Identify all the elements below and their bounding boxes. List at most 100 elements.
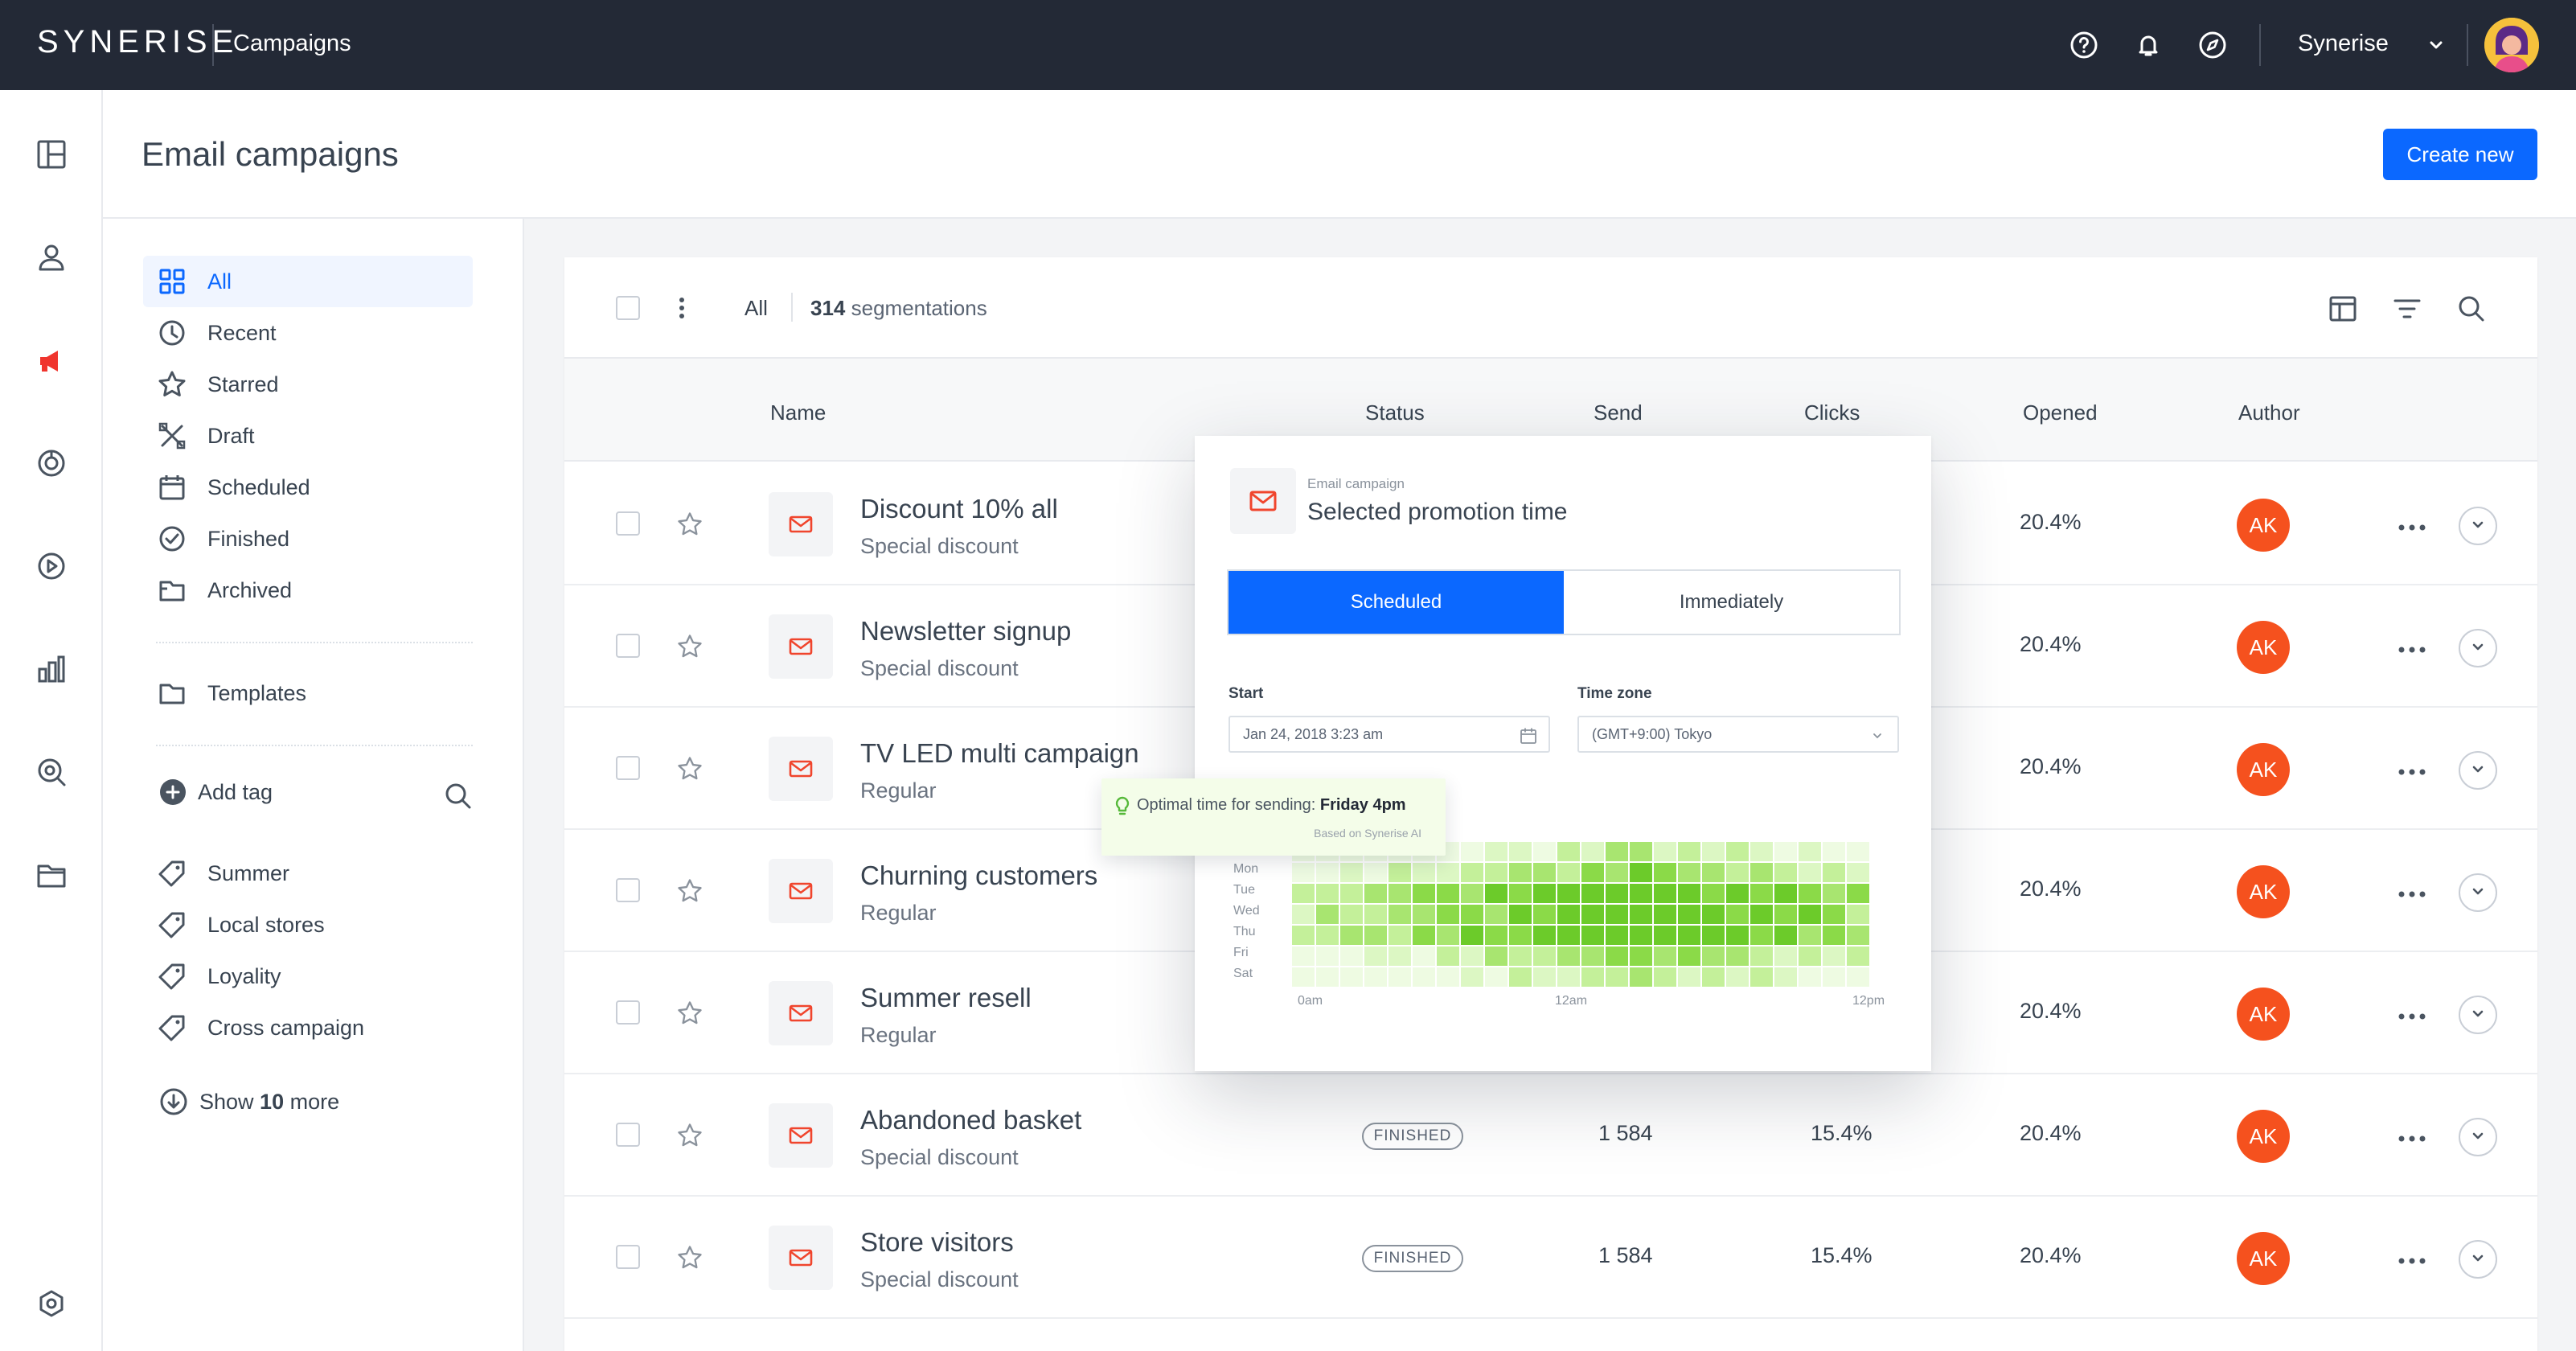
search-analytics-icon[interactable]	[34, 754, 69, 790]
expand-row-button[interactable]	[2459, 873, 2497, 912]
col-author[interactable]: Author	[2238, 400, 2300, 425]
filter-icon[interactable]	[2391, 293, 2423, 325]
tag-local-stores[interactable]: Local stores	[143, 899, 473, 951]
show-more-count: 10	[260, 1089, 285, 1114]
start-date-input[interactable]: Jan 24, 2018 3:23 am	[1229, 716, 1550, 753]
folder-icon[interactable]	[34, 857, 69, 893]
more-horizontal-icon[interactable]	[2398, 1132, 2426, 1142]
folder-scheduled[interactable]: Scheduled	[143, 462, 473, 513]
columns-icon[interactable]	[2327, 293, 2359, 325]
author-avatar[interactable]: AK	[2237, 988, 2290, 1041]
automation-icon[interactable]	[34, 548, 69, 584]
star-icon[interactable]	[675, 1121, 704, 1150]
search-icon[interactable]	[442, 780, 474, 812]
campaign-name[interactable]: Summer resell	[860, 983, 1032, 1012]
create-new-button[interactable]: Create new	[2383, 129, 2537, 180]
folder-starred[interactable]: Starred	[143, 359, 473, 410]
col-opened[interactable]: Opened	[2023, 400, 2098, 425]
star-icon[interactable]	[675, 632, 704, 661]
expand-row-button[interactable]	[2459, 1118, 2497, 1156]
heatmap-cell	[1485, 842, 1507, 861]
more-horizontal-icon[interactable]	[2398, 1254, 2426, 1264]
help-icon[interactable]	[2068, 29, 2100, 61]
more-vertical-icon[interactable]	[677, 296, 687, 320]
clock-icon	[159, 320, 185, 346]
analytics-icon[interactable]	[34, 651, 69, 687]
select-all-checkbox[interactable]	[616, 296, 640, 320]
heatmap-cell	[1316, 905, 1339, 924]
row-checkbox[interactable]	[616, 1245, 640, 1269]
more-horizontal-icon[interactable]	[2398, 643, 2426, 653]
more-horizontal-icon[interactable]	[2398, 1010, 2426, 1020]
folder-draft[interactable]: Draft	[143, 410, 473, 462]
author-avatar[interactable]: AK	[2237, 1110, 2290, 1163]
row-checkbox[interactable]	[616, 634, 640, 658]
star-icon	[158, 371, 186, 396]
tab-scheduled[interactable]: Scheduled	[1229, 571, 1564, 634]
expand-row-button[interactable]	[2459, 996, 2497, 1034]
tag-cross-campaign[interactable]: Cross campaign	[143, 1002, 473, 1053]
col-clicks[interactable]: Clicks	[1804, 400, 1860, 425]
more-horizontal-icon[interactable]	[2398, 766, 2426, 775]
star-icon[interactable]	[675, 1243, 704, 1272]
star-icon[interactable]	[675, 877, 704, 905]
folder-templates[interactable]: Templates	[143, 667, 473, 719]
star-icon[interactable]	[675, 999, 704, 1028]
row-checkbox[interactable]	[616, 1000, 640, 1025]
heatmap-cell	[1340, 926, 1363, 945]
app-title[interactable]: Campaigns	[233, 31, 351, 56]
bell-icon[interactable]	[2132, 29, 2164, 61]
add-tag-button[interactable]: Add tag	[159, 778, 273, 806]
campaigns-icon[interactable]	[34, 343, 69, 378]
more-horizontal-icon[interactable]	[2398, 888, 2426, 897]
search-icon[interactable]	[2455, 293, 2488, 325]
campaign-name[interactable]: Store visitors	[860, 1227, 1014, 1257]
row-checkbox[interactable]	[616, 511, 640, 536]
chevron-down-icon[interactable]	[2426, 35, 2446, 55]
author-avatar[interactable]: AK	[2237, 865, 2290, 918]
tag-summer[interactable]: Summer	[143, 848, 473, 899]
folder-finished[interactable]: Finished	[143, 513, 473, 565]
opened-rate: 20.4%	[2020, 999, 2082, 1023]
campaign-name[interactable]: Churning customers	[860, 860, 1098, 890]
author-avatar[interactable]: AK	[2237, 499, 2290, 552]
author-avatar[interactable]: AK	[2237, 1232, 2290, 1285]
folder-recent[interactable]: Recent	[143, 307, 473, 359]
campaign-name[interactable]: Abandoned basket	[860, 1105, 1082, 1135]
author-avatar[interactable]: AK	[2237, 621, 2290, 674]
more-horizontal-icon[interactable]	[2398, 521, 2426, 531]
ai-icon[interactable]	[34, 446, 69, 481]
row-checkbox[interactable]	[616, 878, 640, 902]
expand-row-button[interactable]	[2459, 1240, 2497, 1279]
compass-icon[interactable]	[2197, 29, 2229, 61]
tag-loyality[interactable]: Loyality	[143, 951, 473, 1002]
expand-row-button[interactable]	[2459, 751, 2497, 790]
show-more-button[interactable]: Show 10 more	[159, 1087, 339, 1116]
divider	[212, 24, 214, 66]
settings-icon[interactable]	[34, 1287, 69, 1322]
expand-row-button[interactable]	[2459, 507, 2497, 545]
star-icon[interactable]	[675, 754, 704, 783]
folder-all[interactable]: All	[143, 256, 473, 307]
star-icon[interactable]	[675, 510, 704, 539]
author-avatar[interactable]: AK	[2237, 743, 2290, 796]
campaign-name[interactable]: Discount 10% all	[860, 494, 1058, 524]
folder-archived[interactable]: Archived	[143, 565, 473, 616]
expand-row-button[interactable]	[2459, 629, 2497, 667]
logo[interactable]: SYNERISE	[37, 24, 239, 60]
tab-immediately[interactable]: Immediately	[1679, 591, 1784, 613]
row-checkbox[interactable]	[616, 1123, 640, 1147]
campaign-name[interactable]: Newsletter signup	[860, 616, 1072, 646]
dashboard-icon[interactable]	[34, 137, 69, 172]
col-send[interactable]: Send	[1594, 400, 1643, 425]
user-avatar[interactable]	[2484, 18, 2539, 72]
table-row[interactable]: Abandoned basket Special discount FINISHED…	[564, 1074, 2537, 1197]
timezone-select[interactable]: (GMT+9:00) Tokyo	[1577, 716, 1899, 753]
table-row[interactable]: Store visitors Special discount FINISHED 1 …	[564, 1197, 2537, 1319]
campaign-name[interactable]: TV LED multi campaign	[860, 738, 1139, 768]
row-checkbox[interactable]	[616, 756, 640, 780]
col-name[interactable]: Name	[770, 400, 827, 425]
org-switcher[interactable]: Synerise	[2298, 31, 2389, 56]
col-status[interactable]: Status	[1365, 400, 1425, 425]
profile-icon[interactable]	[34, 240, 69, 275]
